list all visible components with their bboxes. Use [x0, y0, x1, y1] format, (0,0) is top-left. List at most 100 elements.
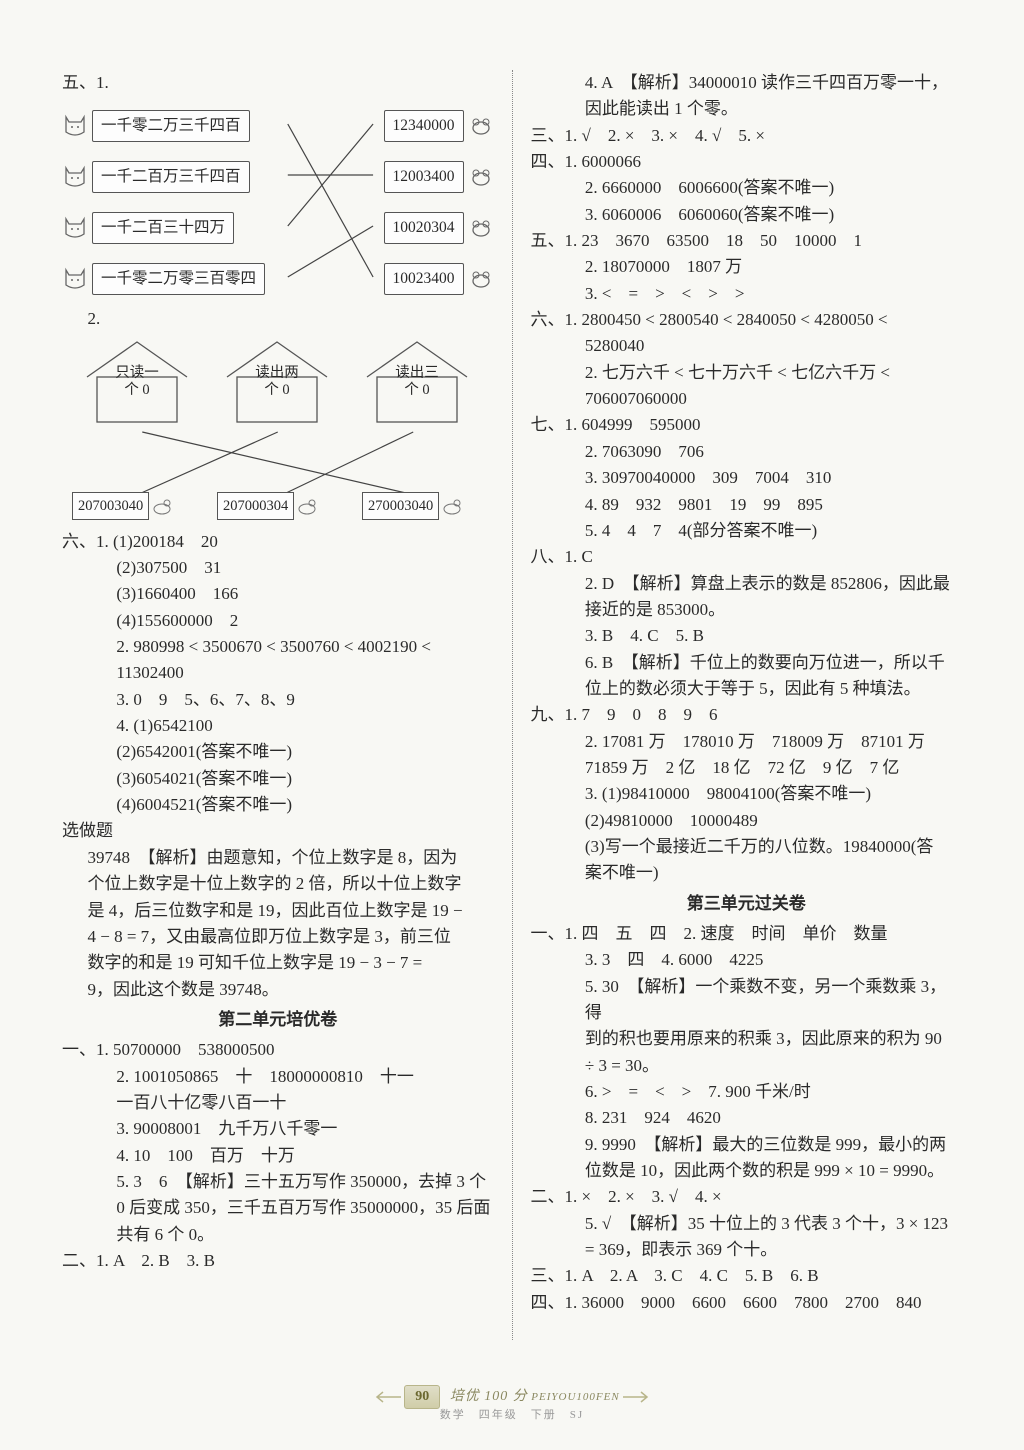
text-line: 3. 6060006 6060060(答案不唯一) — [531, 202, 963, 228]
text-line: 71859 万 2 亿 18 亿 72 亿 9 亿 7 亿 — [531, 755, 963, 781]
bnum-2: 270003040 — [362, 492, 462, 520]
u3-sec1-head: 一、1. 四 五 四 2. 速度 时间 单价 数量 — [531, 921, 963, 947]
match-right-1: 12003400 — [384, 161, 494, 193]
bnum-text: 207000304 — [217, 492, 294, 520]
text-line: 9. 9990 【解析】最大的三位数是 999，最小的两 — [531, 1132, 963, 1158]
text-line: 39748 【解析】由题意知，个位上数字是 8，因为 — [62, 845, 494, 871]
duck-icon — [297, 497, 317, 515]
house-diagram: 只读一 个 0 读出两 个 0 读出三 个 0 207003040 207000… — [62, 337, 494, 527]
match-right-text: 10020304 — [384, 212, 464, 244]
arrow-right-icon — [623, 1391, 651, 1403]
cat-icon — [62, 114, 88, 138]
matching-diagram: 一千零二万三千四百 一千二百万三千四百 一千二百三十四万 一千零二万零三百零四 … — [62, 102, 494, 302]
match-right-text: 12003400 — [384, 161, 464, 193]
text-line: 3. < = > < > > — [531, 281, 963, 307]
mouse-icon — [468, 114, 494, 138]
page: 五、1. 一千零二万三千四百 — [0, 0, 1024, 1450]
text-line: 2. 980998 < 3500670 < 3500760 < 4002190 … — [62, 634, 494, 660]
text-line: 2. 6660000 6006600(答案不唯一) — [531, 175, 963, 201]
text-line: 4. (1)6542100 — [62, 713, 494, 739]
text-line: 5. 4 4 7 4(部分答案不唯一) — [531, 518, 963, 544]
text-line: 3. 30970040000 309 7004 310 — [531, 465, 963, 491]
house-text: 读出三 个 0 — [362, 365, 472, 400]
match-left-2: 一千二百三十四万 — [62, 212, 234, 244]
text-line: 8. 231 924 4620 — [531, 1105, 963, 1131]
match-left-text: 一千零二万零三百零四 — [92, 263, 265, 295]
text-line: 3. 90008001 九千万八千零一 — [62, 1116, 494, 1142]
text-line: 4. A 【解析】34000010 读作三千四百万零一十， — [531, 70, 963, 96]
text-line: 5. √ 【解析】35 十位上的 3 代表 3 个十，3 × 123 — [531, 1211, 963, 1237]
text-line: (4)6004521(答案不唯一) — [62, 792, 494, 818]
text-line: 到的积也要用原来的积乘 3，因此原来的积为 90 — [531, 1026, 963, 1052]
match-right-text: 12340000 — [384, 110, 464, 142]
sec1-head: 一、1. 50700000 538000500 — [62, 1037, 494, 1063]
sec4-head: 四、1. 6000066 — [531, 149, 963, 175]
text-line: (2)6542001(答案不唯一) — [62, 739, 494, 765]
right-column: 4. A 【解析】34000010 读作三千四百万零一十， 因此能读出 1 个零… — [513, 70, 975, 1340]
bnum-text: 270003040 — [362, 492, 439, 520]
columns: 五、1. 一千零二万三千四百 — [50, 70, 974, 1340]
text-line: 4. 10 100 百万 十万 — [62, 1143, 494, 1169]
match-right-2: 10020304 — [384, 212, 494, 244]
match-left-text: 一千二百三十四万 — [92, 212, 234, 244]
text-line: 2. 17081 万 178010 万 718009 万 87101 万 — [531, 729, 963, 755]
text-line: 是 4，后三位数字和是 19，因此百位上数字是 19 − — [62, 898, 494, 924]
bnum-1: 207000304 — [217, 492, 317, 520]
house-text: 只读一 个 0 — [82, 365, 192, 400]
duck-icon — [152, 497, 172, 515]
u3-sec4-head: 四、1. 36000 9000 6600 6600 7800 2700 840 — [531, 1290, 963, 1316]
text-line: 位上的数必须大于等于 5，因此有 5 种填法。 — [531, 676, 963, 702]
text-line: 2. D 【解析】算盘上表示的数是 852806，因此最 — [531, 571, 963, 597]
text-line: = 369，即表示 369 个十。 — [531, 1237, 963, 1263]
text-line: 个位上数字是十位上数字的 2 倍，所以十位上数字 — [62, 871, 494, 897]
sec5r-head: 五、1. 23 3670 63500 18 50 10000 1 — [531, 228, 963, 254]
mouse-icon — [468, 165, 494, 189]
bnum-0: 207003040 — [72, 492, 172, 520]
text-line: 一百八十亿零八百一十 — [62, 1090, 494, 1116]
unit3-title: 第三单元过关卷 — [531, 891, 963, 917]
text-line: (3)写一个最接近二千万的八位数。19840000(答 — [531, 834, 963, 860]
text-line: (3)6054021(答案不唯一) — [62, 766, 494, 792]
arrow-left-icon — [373, 1391, 401, 1403]
mouse-icon — [468, 267, 494, 291]
text-line: 706007060000 — [531, 386, 963, 412]
match-left-text: 一千二百万三千四百 — [92, 161, 250, 193]
text-line: 6. B 【解析】千位上的数要向万位进一，所以千 — [531, 650, 963, 676]
text-line: ÷ 3 = 30。 — [531, 1053, 963, 1079]
left-column: 五、1. 一千零二万三千四百 — [50, 70, 513, 1340]
text-line: (2)49810000 10000489 — [531, 808, 963, 834]
xuanzuo-head: 选做题 — [62, 818, 494, 844]
duck-icon — [442, 497, 462, 515]
text-line: 共有 6 个 0。 — [62, 1222, 494, 1248]
text-line: 案不唯一) — [531, 860, 963, 886]
house-2: 读出三 个 0 — [362, 337, 472, 400]
sec8-head: 八、1. C — [531, 544, 963, 570]
footer-sub: 数学 四年级 下册 SJ — [0, 1407, 1024, 1424]
sec2-head: 二、1. A 2. B 3. B — [62, 1248, 494, 1274]
text-line: 2. 七万六千 < 七十万六千 < 七亿六千万 < — [531, 360, 963, 386]
match-left-3: 一千零二万零三百零四 — [62, 263, 265, 295]
text-line: 数字的和是 19 可知千位上数字是 19 − 3 − 7 = — [62, 950, 494, 976]
text-line: 5280040 — [531, 333, 963, 359]
text-line: 4. 89 932 9801 19 99 895 — [531, 492, 963, 518]
match-left-1: 一千二百万三千四百 — [62, 161, 250, 193]
text-line: 2. 1001050865 十 18000000810 十一 — [62, 1064, 494, 1090]
text-line: 3. 0 9 5、6、7、8、9 — [62, 687, 494, 713]
text-line: 接近的是 853000。 — [531, 597, 963, 623]
footer-pinyin: PEIYOU100FEN — [531, 1391, 619, 1403]
text-line: 5. 30 【解析】一个乘数不变，另一个乘数乘 3，得 — [531, 974, 963, 1027]
bnum-text: 207003040 — [72, 492, 149, 520]
q2-label: 2. — [62, 306, 494, 332]
text-line: 2. 7063090 706 — [531, 439, 963, 465]
sec5-head: 五、1. — [62, 70, 494, 96]
sec6r-head: 六、1. 2800450 < 2800540 < 2840050 < 42800… — [531, 307, 963, 333]
text-line: (4)155600000 2 — [62, 608, 494, 634]
text-line: 6. > = < > 7. 900 千米/时 — [531, 1079, 963, 1105]
unit2-title: 第二单元培优卷 — [62, 1007, 494, 1033]
text-line: 因此能读出 1 个零。 — [531, 96, 963, 122]
u3-sec2-head: 二、1. × 2. × 3. √ 4. × — [531, 1184, 963, 1210]
text-line: 9，因此这个数是 39748。 — [62, 977, 494, 1003]
text-line: 3. B 4. C 5. B — [531, 623, 963, 649]
match-right-0: 12340000 — [384, 110, 494, 142]
match-right-text: 10023400 — [384, 263, 464, 295]
